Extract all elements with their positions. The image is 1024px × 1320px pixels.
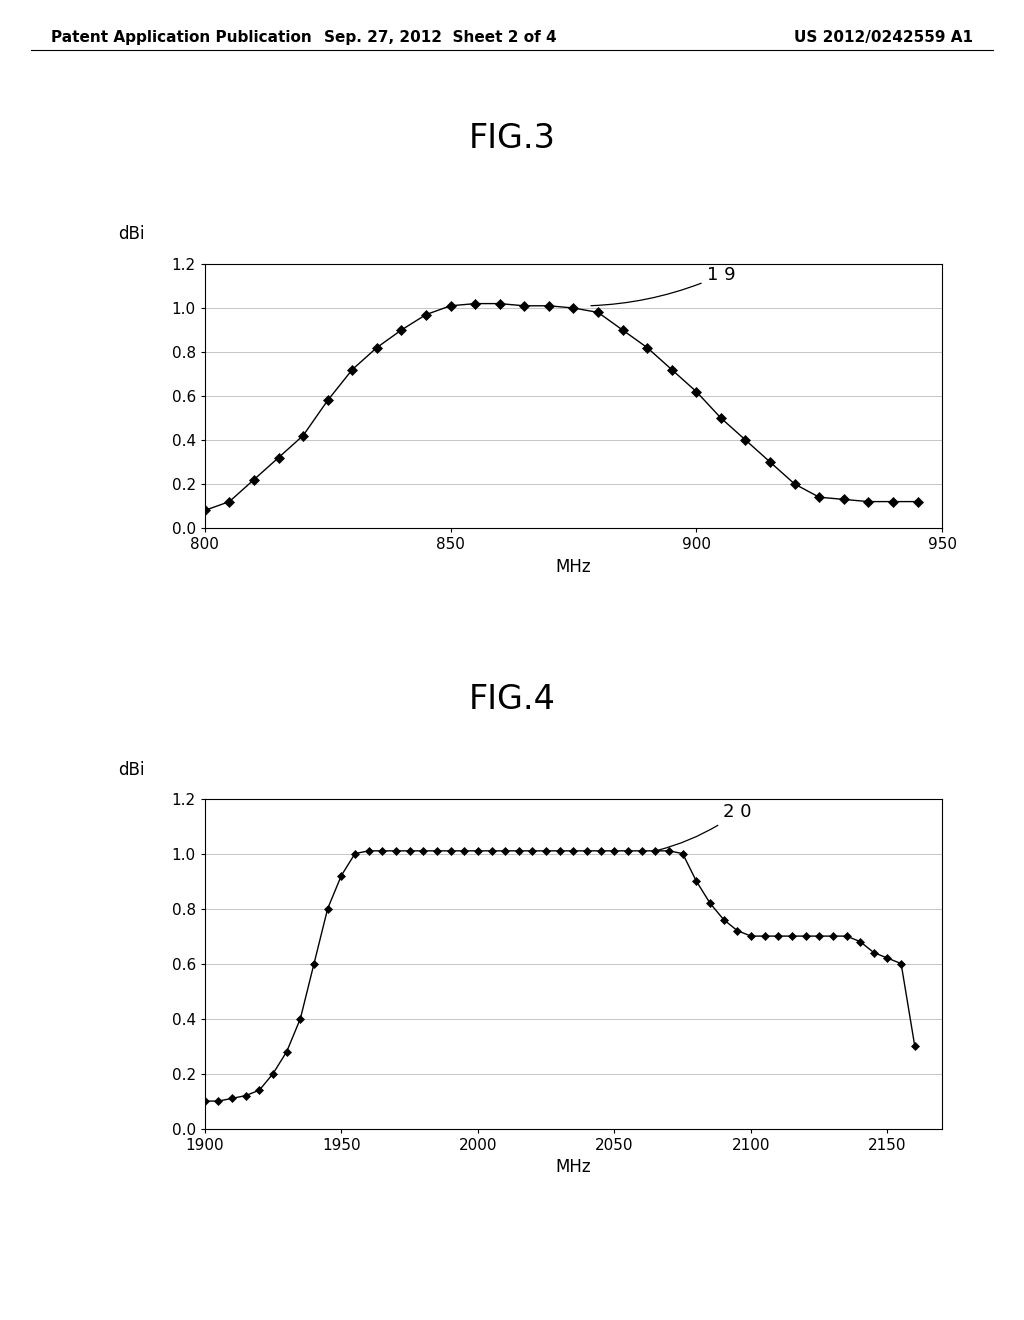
Text: Sep. 27, 2012  Sheet 2 of 4: Sep. 27, 2012 Sheet 2 of 4 — [324, 30, 557, 45]
Text: FIG.3: FIG.3 — [469, 121, 555, 154]
X-axis label: MHz: MHz — [556, 1158, 591, 1176]
Text: dBi: dBi — [118, 224, 144, 243]
Text: 1 9: 1 9 — [591, 267, 735, 306]
X-axis label: MHz: MHz — [556, 557, 591, 576]
Text: Patent Application Publication: Patent Application Publication — [51, 30, 312, 45]
Text: dBi: dBi — [118, 760, 144, 779]
Text: US 2012/0242559 A1: US 2012/0242559 A1 — [794, 30, 973, 45]
Text: 2 0: 2 0 — [658, 804, 752, 850]
Text: FIG.4: FIG.4 — [469, 684, 555, 715]
